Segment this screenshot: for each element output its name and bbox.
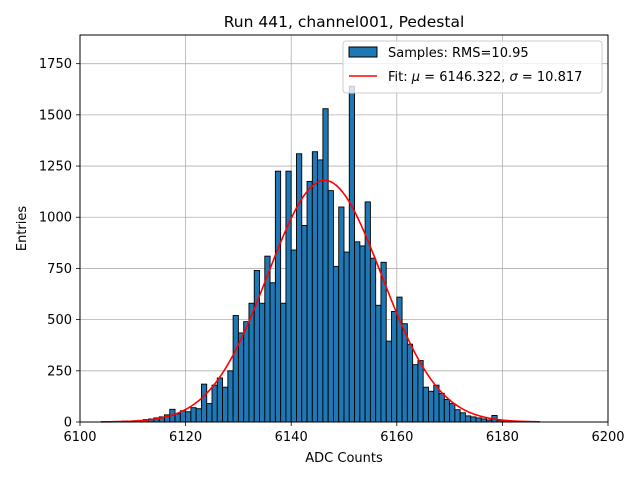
histogram-bar [348,85,356,423]
histogram-bar [200,383,208,423]
y-tick-label: 1500 [39,108,72,123]
y-axis-label: Entries [15,206,30,252]
histogram-bar [359,245,366,423]
histogram-bar [470,416,477,423]
y-tick-label: 500 [47,313,72,328]
histogram-bar [259,302,266,423]
histogram-bar [311,151,319,423]
histogram-bar [211,384,218,423]
histogram-bar [443,399,451,423]
legend-fit-label: Fit: μ = 6146.322, σ = 10.817 [388,70,582,85]
fit-curve [101,179,540,423]
histogram-bar [438,392,445,423]
histogram-bar [290,249,297,423]
histogram-bar [322,108,329,423]
histogram-bar [338,206,345,423]
x-tick-label: 6100 [63,430,96,445]
legend-fit-mu-value: = 6146.322, [420,70,509,85]
y-tick-label: 1750 [39,57,72,72]
histogram-bar [269,282,276,423]
histogram-bar [391,310,398,423]
histogram-bar [449,403,456,423]
y-tick-label: 1000 [39,211,72,226]
legend-fit-mu-symbol: μ [411,70,420,85]
histogram-bar [222,386,229,423]
legend-box [342,40,603,94]
histogram-bar [327,190,334,423]
histogram-bar [216,377,224,423]
histogram-bar [406,343,414,423]
x-axis-label: ADC Counts [305,451,383,466]
histogram-bar [190,407,197,423]
x-tick-label: 6180 [486,430,519,445]
histogram-bar [459,412,466,423]
histogram-bar [306,180,313,423]
histogram-bar [428,390,435,423]
histogram-bar [174,413,181,423]
y-tick-label: 250 [47,364,72,379]
histogram-bar [285,170,292,423]
histogram-bar [253,270,260,423]
histogram-bar [243,321,250,423]
legend-fit-sigma-value: = 10.817 [518,70,583,85]
histogram-bar [433,384,440,423]
legend: Samples: RMS=10.95 Fit: μ = 6146.322, σ … [342,40,603,94]
x-tick-label: 6160 [380,430,413,445]
histogram-bar [232,315,239,423]
histogram-bar [412,364,419,423]
histogram-bar [385,340,392,423]
histogram-bar [237,332,245,423]
histogram-bar [343,251,350,423]
histogram-bar [280,302,287,423]
histogram-bar [375,304,382,423]
axis-ticks: 6100 6120 6140 6160 6180 6200 0 250 500 750 1000 12… [39,57,625,445]
histogram-bar [195,408,202,423]
histogram-bar [417,360,424,423]
histogram-bar [475,417,482,423]
histogram-bar [401,323,408,423]
x-tick-label: 6140 [275,430,308,445]
histogram-bar [206,403,213,423]
chart-title: Run 441, channel001, Pedestal [224,13,465,31]
legend-fit-sigma-symbol: σ [510,70,519,85]
histogram-bar [296,153,303,423]
x-tick-label: 6120 [169,430,202,445]
y-tick-label: 750 [47,262,72,277]
plot-frame [79,34,609,423]
histogram-bar [464,415,472,423]
legend-fit-prefix: Fit: [388,70,412,85]
histogram-bar [227,370,234,423]
histogram-bar [332,265,340,423]
legend-histogram-swatch [348,46,378,58]
y-tick-label: 0 [64,416,72,431]
histogram-bar [454,409,461,423]
histogram-bar [301,224,308,423]
y-tick-label: 1250 [39,160,72,175]
histogram-bar [354,241,361,423]
histogram-bar [274,170,282,423]
x-tick-label: 6200 [591,430,624,445]
histogram-bar [422,386,429,423]
histogram-bar [369,257,377,423]
histogram-bar [185,411,192,423]
histogram-bar [317,159,324,423]
legend-histogram-label: Samples: RMS=10.95 [388,46,529,61]
